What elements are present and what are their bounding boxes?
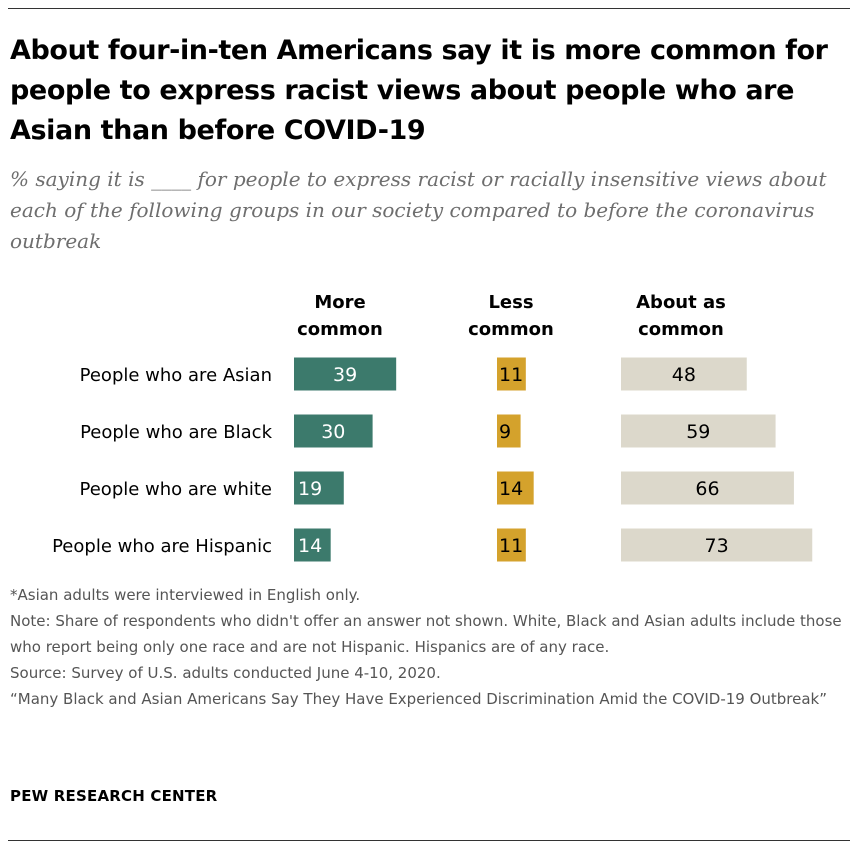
category-label: People who are Asian: [80, 365, 272, 386]
bar-less-common: [497, 528, 526, 562]
bar-chart: More common Less common About as common People…: [0, 280, 858, 575]
chart-subtitle: % saying it is ____ for people to expres…: [10, 167, 827, 253]
bottom-rule: [8, 840, 850, 841]
bar-about-as-common: [621, 414, 776, 448]
column-header-less-common: common: [468, 319, 554, 340]
column-header-about-as-common: About as: [636, 292, 726, 313]
bar-more-common: [294, 528, 331, 562]
data-label-less-common: 11: [499, 364, 523, 386]
data-label-more-common: 30: [321, 421, 345, 443]
bar-less-common: [497, 471, 534, 505]
pew-logo-text: PEW RESEARCH CENTER: [10, 787, 218, 805]
report-title: “Many Black and Asian Americans Say They…: [10, 690, 828, 708]
column-header-more-common: More: [314, 292, 365, 313]
column-header-more-common: common: [297, 319, 383, 340]
data-label-about-as-common: 48: [672, 364, 696, 386]
bar-more-common: [294, 414, 373, 448]
bar-more-common: [294, 471, 344, 505]
data-label-less-common: 11: [499, 535, 523, 557]
column-header-less-common: Less: [488, 292, 533, 313]
chart-title: About four-in-ten Americans say it is mo…: [10, 35, 828, 146]
chart-notes: *Asian adults were interviewed in Englis…: [10, 582, 845, 712]
category-label: People who are white: [80, 479, 272, 500]
chart-svg: More common Less common About as common People…: [52, 292, 813, 562]
data-label-more-common: 39: [333, 364, 357, 386]
asterisk-note: *Asian adults were interviewed in Englis…: [10, 586, 361, 604]
data-label-less-common: 9: [499, 421, 511, 443]
bar-less-common: [497, 414, 521, 448]
category-label: People who are Hispanic: [52, 536, 272, 557]
top-rule: [8, 8, 850, 9]
bar-about-as-common: [621, 357, 747, 391]
bar-more-common: [294, 357, 397, 391]
bar-about-as-common: [621, 471, 794, 505]
data-label-about-as-common: 73: [705, 535, 729, 557]
data-label-about-as-common: 59: [686, 421, 710, 443]
data-label-more-common: 14: [298, 535, 322, 557]
category-label: People who are Black: [80, 422, 272, 443]
bar-about-as-common: [621, 528, 813, 562]
column-header-about-as-common: common: [638, 319, 724, 340]
bar-less-common: [497, 357, 526, 391]
data-label-less-common: 14: [499, 478, 523, 500]
source-text: Source: Survey of U.S. adults conducted …: [10, 664, 441, 682]
data-label-about-as-common: 66: [695, 478, 719, 500]
data-label-more-common: 19: [298, 478, 322, 500]
note-text: Note: Share of respondents who didn't of…: [10, 612, 842, 656]
